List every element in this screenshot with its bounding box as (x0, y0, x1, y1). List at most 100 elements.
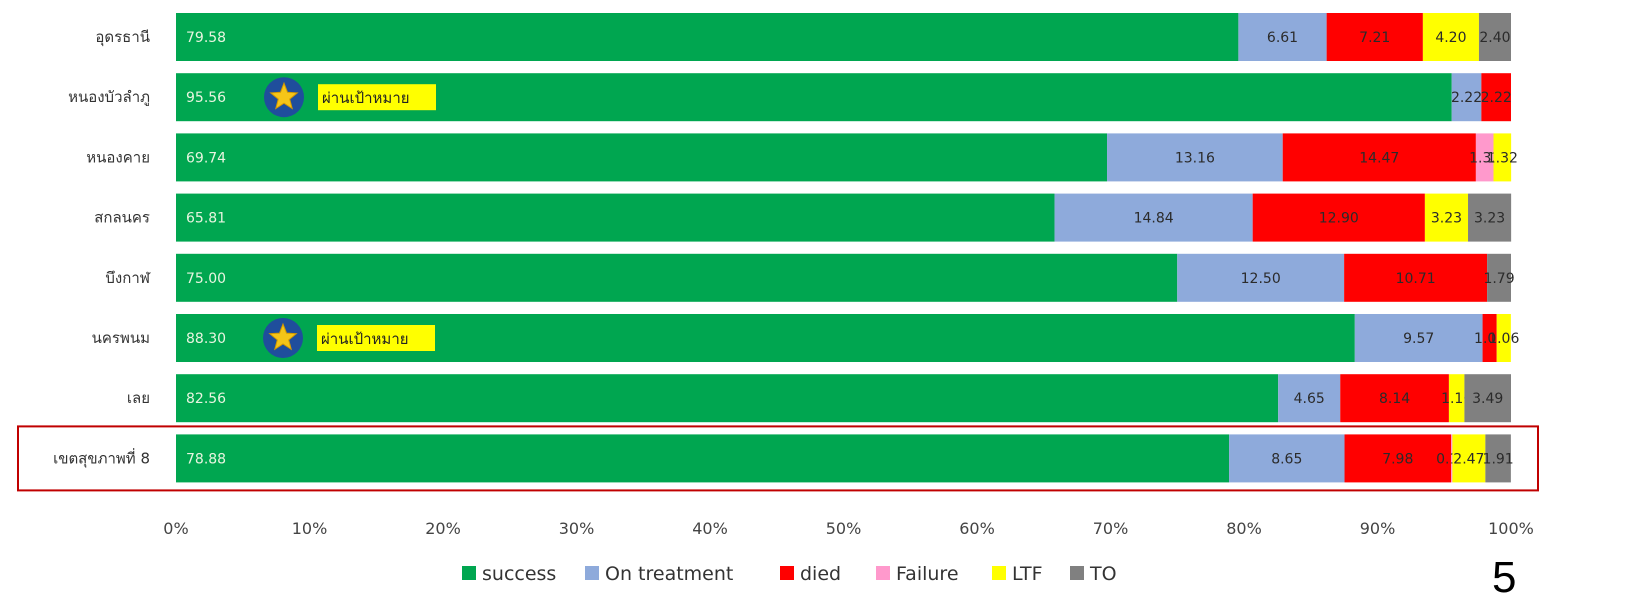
bar-segment-died (1282, 133, 1476, 182)
bar-segment-died (1326, 13, 1423, 61)
category-label: นครพนม (92, 329, 150, 347)
category-label: หนองคาย (86, 148, 150, 166)
data-label-on-treatment: 6.61 (1267, 30, 1298, 46)
category-label: สกลนคร (94, 209, 150, 227)
data-label-success: 79.58 (186, 30, 226, 46)
legend-swatch (1070, 566, 1084, 580)
data-label-failure: 1.32 (1469, 150, 1500, 166)
bar-segment-on-treatment (1278, 374, 1341, 423)
data-label-success: 78.88 (186, 451, 226, 467)
highlight-frame (17, 425, 1539, 492)
legend-swatch (876, 566, 890, 580)
target-badge: ผ่านเป้าหมาย (263, 318, 435, 358)
x-tick-label: 0% (163, 519, 188, 538)
legend-label: Failure (896, 563, 959, 585)
legend-swatch (992, 566, 1006, 580)
legend-label: On treatment (605, 563, 733, 585)
legend-item-failure: Failure (876, 563, 959, 585)
bar-segment-ltf (1452, 434, 1486, 483)
bar-segment-died (1344, 434, 1452, 483)
category-label: หนองบัวลำภู (68, 88, 150, 106)
bar-segment-died (1344, 253, 1488, 302)
bar-segment-success (176, 193, 1055, 242)
target-badge: ผ่านเป้าหมาย (264, 77, 436, 118)
data-label-success: 75.00 (186, 271, 226, 287)
data-label-to: 2.40 (1479, 30, 1510, 46)
bar-segment-failure (1475, 133, 1494, 182)
data-label-to: 1.91 (1483, 451, 1514, 467)
legend-item-ltf: LTF (992, 563, 1043, 585)
category-label: อุดรธานี (95, 28, 150, 47)
data-label-ltf: 2.47 (1453, 451, 1484, 467)
bar-segment-to (1478, 13, 1511, 61)
data-label-died: 8.14 (1379, 391, 1410, 407)
star-icon (269, 81, 299, 110)
bar-segment-to (1468, 193, 1512, 242)
legend-swatch (780, 566, 794, 580)
bar-segment-died (1482, 314, 1497, 362)
bar-segment-to (1487, 253, 1511, 302)
data-label-died: 10.71 (1396, 271, 1436, 287)
bar-segment-died (1252, 193, 1425, 242)
data-label-on-treatment: 14.84 (1134, 211, 1174, 227)
bar-segment-on-treatment (1354, 314, 1483, 362)
x-tick-label: 50% (826, 519, 862, 538)
legend-label: died (800, 563, 841, 585)
star-icon (268, 322, 298, 351)
x-tick-label: 30% (559, 519, 595, 538)
data-label-to: 3.49 (1472, 391, 1503, 407)
data-label-died: 14.47 (1359, 150, 1399, 166)
x-tick-label: 80% (1226, 519, 1262, 538)
data-label-on-treatment: 2.22 (1451, 90, 1482, 106)
bar-segment-ltf (1422, 13, 1479, 61)
bar-segment-on-treatment (1177, 253, 1345, 302)
x-axis: 0% 10% 20% 30% 40% 50% 60% 70% 80% 90% 100% (163, 519, 1534, 538)
category-label: บึงกาฬ (105, 269, 150, 287)
x-tick-label: 90% (1360, 519, 1396, 538)
legend-item-on-treatment: On treatment (585, 563, 733, 585)
bar-segment-failure (1451, 434, 1453, 483)
legend-item-died: died (780, 563, 841, 585)
data-label-ltf: 3.23 (1431, 211, 1462, 227)
data-label-died: 7.21 (1359, 30, 1390, 46)
category-label: เขตสุขภาพที่ 8 (53, 447, 150, 468)
target-badge-bg (317, 325, 435, 351)
category-labels: อุดรธานีหนองบัวลำภูหนองคายสกลนครบึงกาฬนค… (53, 28, 151, 468)
bar-segment-on-treatment (1451, 73, 1482, 122)
data-label-died: 7.98 (1382, 451, 1413, 467)
data-label-success: 65.81 (186, 211, 226, 227)
data-label-ltf: 1.06 (1488, 331, 1519, 347)
bar-segment-on-treatment (1229, 434, 1345, 483)
bar-segment-died (1481, 73, 1511, 122)
bar-segment-on-treatment (1238, 13, 1327, 61)
data-label-on-treatment: 12.50 (1241, 271, 1281, 287)
bar-segment-ltf (1448, 374, 1465, 423)
x-tick-label: 100% (1488, 519, 1534, 538)
bar-segment-success (176, 253, 1178, 302)
x-tick-label: 60% (959, 519, 995, 538)
x-tick-label: 70% (1093, 519, 1129, 538)
bar-segment-on-treatment (1054, 193, 1253, 242)
legend-item-to: TO (1070, 563, 1117, 585)
page-number: 5 (1492, 553, 1517, 602)
legend-swatch (462, 566, 476, 580)
x-tick-label: 40% (692, 519, 728, 538)
x-tick-label: 10% (292, 519, 328, 538)
target-badge-text: ผ่านเป้าหมาย (321, 330, 409, 348)
data-label-success: 88.30 (186, 331, 226, 347)
data-label-ltf: 1.32 (1487, 150, 1518, 166)
legend-label: success (482, 563, 556, 585)
legend-item-success: success (462, 563, 556, 585)
bar-segment-success (176, 374, 1279, 423)
bar-segment-died (1340, 374, 1449, 423)
data-label-to: 1.79 (1483, 271, 1514, 287)
category-label: เลย (127, 389, 150, 407)
highlight-layer (17, 425, 1539, 492)
data-label-success: 95.56 (186, 90, 226, 106)
bars-layer: 79.58 6.61 7.21 4.20 2.40 95.56 2.222.22 69.74 1… (176, 13, 1519, 483)
target-badge-bg (318, 84, 436, 111)
bar-segment-ltf (1424, 193, 1469, 242)
bar-segment-success (176, 13, 1239, 61)
data-label-to: 3.23 (1474, 211, 1505, 227)
